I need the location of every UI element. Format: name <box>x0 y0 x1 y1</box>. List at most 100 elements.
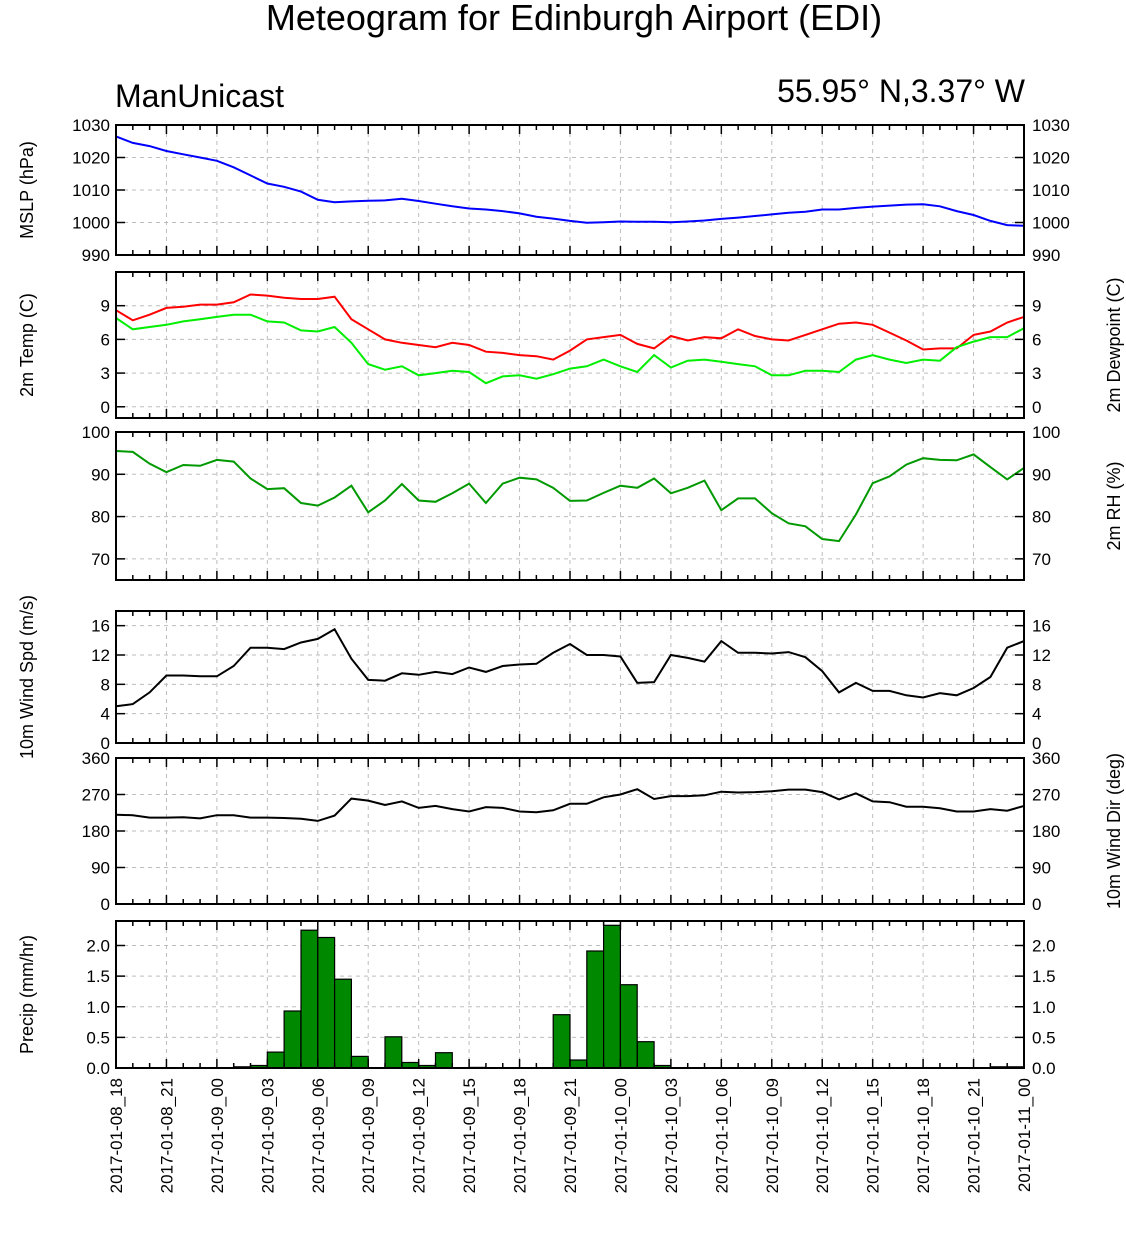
y-tick-label-right: 9 <box>1032 297 1041 316</box>
y-tick-label-left: 990 <box>82 246 110 265</box>
precip-bar <box>602 924 621 1069</box>
precip-bar <box>300 929 319 1069</box>
y-tick-label-left: 1.0 <box>86 998 110 1017</box>
y-tick-label-left: 0 <box>101 895 110 914</box>
y-axis-label-left: 10m Wind Spd (m/s) <box>17 595 37 759</box>
x-tick-label: 2017-01-10_21 <box>965 1078 984 1193</box>
model-name: ManUnicast <box>115 78 284 114</box>
y-tick-label-right: 3 <box>1032 364 1041 383</box>
precip-bar <box>586 950 605 1069</box>
y-tick-label-left: 16 <box>91 617 110 636</box>
panel-wind-direction: 0 0 90 90 180 180 270 270 360 360 10m Wind Dir (de… <box>82 749 1124 914</box>
panel-frame <box>115 124 1025 256</box>
panel-rh: 70 70 80 80 90 90 100 100 2m RH (%) <box>82 423 1124 581</box>
y-tick-label-right: 360 <box>1032 749 1060 768</box>
y-tick-label-right: 16 <box>1032 617 1051 636</box>
y-tick-label-right: 12 <box>1032 646 1051 665</box>
panel-mslp: 990 990 1000 1000 1010 1010 1020 1020 1030 1030 MS… <box>17 116 1070 265</box>
y-tick-label-right: 1.5 <box>1032 967 1056 986</box>
y-tick-label-left: 2.0 <box>86 937 110 956</box>
location-coordinates: 55.95° N,3.37° W <box>777 73 1026 109</box>
y-tick-label-right: 0 <box>1032 895 1041 914</box>
precip-bar <box>552 1014 571 1069</box>
x-tick-label: 2017-01-09_21 <box>561 1078 580 1193</box>
y-tick-label-right: 0.0 <box>1032 1059 1056 1078</box>
y-axis-label-right: 10m Wind Dir (deg) <box>1104 753 1124 909</box>
y-tick-label-right: 1030 <box>1032 116 1070 135</box>
panel-frame <box>115 610 1025 744</box>
y-tick-label-left: 360 <box>82 749 110 768</box>
y-tick-label-right: 0 <box>1032 398 1041 417</box>
y-tick-label-left: 9 <box>101 297 110 316</box>
precip-bar <box>434 1052 453 1069</box>
y-tick-label-right: 180 <box>1032 822 1060 841</box>
series-line-rh-0 <box>115 450 1025 543</box>
y-tick-label-left: 0.0 <box>86 1059 110 1078</box>
y-tick-label-left: 1.5 <box>86 967 110 986</box>
panel-frame <box>115 431 1025 581</box>
x-tick-label: 2017-01-09_18 <box>511 1078 530 1193</box>
panel-frame <box>115 271 1025 419</box>
series-line-temp-dewpoint-0 <box>115 293 1025 361</box>
series-line-mslp-0 <box>115 135 1025 227</box>
y-tick-label-left: 80 <box>91 508 110 527</box>
panel-precip: 0.0 0.0 0.5 0.5 1.0 1.0 1.5 1.5 2.0 2.0 Precip (mm… <box>17 920 1056 1078</box>
y-tick-label-right: 990 <box>1032 246 1060 265</box>
y-tick-label-left: 0 <box>101 398 110 417</box>
x-tick-label: 2017-01-09_09 <box>359 1078 378 1193</box>
x-tick-label: 2017-01-10_06 <box>712 1078 731 1193</box>
x-tick-label: 2017-01-09_03 <box>258 1078 277 1193</box>
y-tick-label-left: 1020 <box>72 149 110 168</box>
x-tick-label: 2017-01-10_00 <box>611 1078 630 1193</box>
y-tick-label-right: 1.0 <box>1032 998 1056 1017</box>
y-axis-label-right: 2m RH (%) <box>1104 462 1124 551</box>
series-line-wind-speed-0 <box>115 627 1025 708</box>
y-tick-label-left: 1010 <box>72 181 110 200</box>
x-tick-label: 2017-01-11_00 <box>1015 1078 1034 1192</box>
y-axis-label-left: 2m Temp (C) <box>17 293 37 397</box>
y-tick-label-right: 90 <box>1032 465 1051 484</box>
y-tick-label-left: 70 <box>91 550 110 569</box>
precip-bar <box>283 1010 302 1069</box>
y-tick-label-left: 6 <box>101 330 110 349</box>
precip-bar <box>569 1059 588 1069</box>
y-tick-label-left: 100 <box>82 423 110 442</box>
x-tick-label: 2017-01-08_18 <box>107 1078 126 1193</box>
y-tick-label-right: 1010 <box>1032 181 1070 200</box>
y-tick-label-left: 8 <box>101 675 110 694</box>
x-tick-label: 2017-01-09_15 <box>460 1078 479 1193</box>
y-tick-label-right: 1020 <box>1032 149 1070 168</box>
x-axis-time: 2017-01-08_18 2017-01-08_21 2017-01-09_00 2… <box>107 1078 1034 1193</box>
y-tick-label-left: 1000 <box>72 214 110 233</box>
y-axis-label-left: Precip (mm/hr) <box>17 935 37 1054</box>
precip-bar <box>350 1055 369 1069</box>
y-tick-label-left: 1030 <box>72 116 110 135</box>
y-axis-label-right: 2m Dewpoint (C) <box>1104 277 1124 412</box>
y-tick-label-left: 90 <box>91 859 110 878</box>
panel-temp-dewpoint: 0 0 3 3 6 6 9 9 2m Temp (C) 2m Dewpoint (C) <box>17 271 1124 419</box>
chart-title: Meteogram for Edinburgh Airport (EDI) <box>266 0 882 38</box>
x-tick-label: 2017-01-10_12 <box>813 1078 832 1193</box>
x-tick-label: 2017-01-10_15 <box>864 1078 883 1193</box>
y-tick-label-left: 0.5 <box>86 1028 110 1047</box>
y-tick-label-right: 1000 <box>1032 214 1070 233</box>
precip-bar <box>334 978 353 1069</box>
y-tick-label-left: 270 <box>82 786 110 805</box>
y-tick-label-right: 6 <box>1032 330 1041 349</box>
y-tick-label-right: 80 <box>1032 508 1051 527</box>
y-tick-label-left: 0 <box>101 734 110 753</box>
panel-frame <box>115 757 1025 905</box>
precip-bar <box>317 936 336 1069</box>
x-tick-label: 2017-01-09_12 <box>410 1078 429 1193</box>
series-line-temp-dewpoint-1 <box>115 313 1025 385</box>
panel-wind-speed: 0 0 4 4 8 8 12 12 16 16 10m Wind Spd (m/s) <box>17 595 1051 759</box>
x-tick-label: 2017-01-08_21 <box>157 1078 176 1193</box>
precip-bar <box>266 1051 285 1069</box>
y-tick-label-left: 90 <box>91 465 110 484</box>
y-tick-label-right: 0 <box>1032 734 1041 753</box>
x-tick-label: 2017-01-09_06 <box>309 1078 328 1193</box>
y-tick-label-right: 0.5 <box>1032 1028 1056 1047</box>
y-tick-label-right: 4 <box>1032 705 1041 724</box>
